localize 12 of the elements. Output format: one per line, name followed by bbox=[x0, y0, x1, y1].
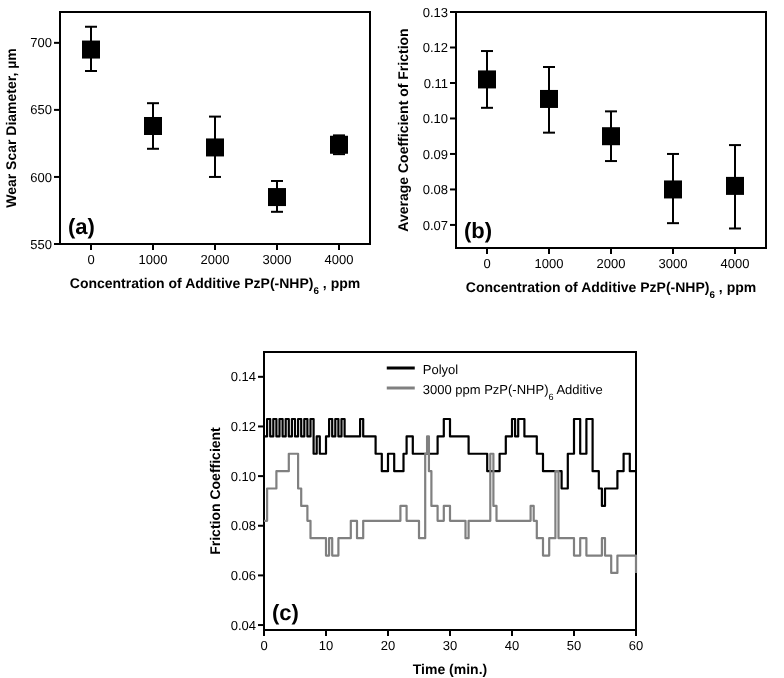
point bbox=[726, 176, 744, 195]
point bbox=[82, 40, 100, 59]
point bbox=[206, 138, 224, 157]
point bbox=[602, 127, 620, 146]
point bbox=[144, 116, 162, 135]
point bbox=[664, 180, 682, 199]
point bbox=[540, 89, 558, 108]
annotation: (c) bbox=[272, 602, 300, 626]
annotation: (a) bbox=[68, 216, 96, 240]
point bbox=[268, 188, 286, 207]
annotation: (b) bbox=[464, 220, 493, 244]
point bbox=[478, 70, 496, 89]
